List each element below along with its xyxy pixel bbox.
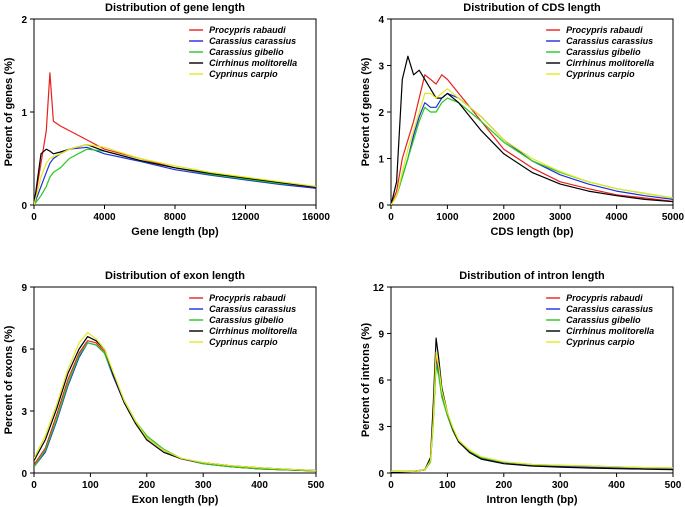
legend-entry: Carassius gibelio — [209, 47, 284, 57]
y-axis-label: Percent of genes (%) — [3, 57, 15, 166]
chart-title: Distribution of intron length — [459, 270, 605, 282]
y-tick-label: 3 — [21, 407, 27, 418]
x-tick-label: 0 — [388, 212, 394, 223]
x-tick-label: 400 — [608, 480, 625, 491]
x-tick-label: 2000 — [493, 212, 516, 223]
series-line-carassius-carassius — [391, 92, 673, 205]
x-tick-label: 300 — [552, 480, 569, 491]
x-axis-label: CDS length (bp) — [490, 226, 573, 238]
series-line-procypris-rabaudi — [391, 74, 673, 205]
y-tick-label: 0 — [21, 201, 27, 212]
chart-title: Distribution of CDS length — [463, 2, 601, 14]
series-line-procypris-rabaudi — [34, 72, 316, 205]
x-axis-label: Exon length (bp) — [132, 494, 219, 506]
y-tick-label: 3 — [378, 423, 384, 434]
series-line-cirrhinus-molitorella — [391, 55, 673, 205]
x-tick-label: 0 — [31, 480, 37, 491]
legend-entry: Cirrhinus molitorella — [566, 58, 654, 68]
x-tick-label: 12000 — [232, 212, 260, 223]
y-tick-label: 2 — [378, 108, 384, 119]
x-tick-label: 0 — [388, 480, 394, 491]
y-tick-label: 12 — [373, 283, 385, 294]
legend-entry: Cyprinus carpio — [209, 69, 278, 79]
y-tick-label: 2 — [21, 15, 27, 26]
series-line-carassius-carassius — [34, 146, 316, 205]
series-line-cyprinus-carpio — [391, 351, 673, 472]
legend-entry: Carassius carassius — [209, 36, 296, 46]
legend-entry: Carassius gibelio — [566, 315, 641, 325]
series-line-carassius-gibelio — [34, 148, 316, 205]
chart-panel-4: Distribution of intron length 0 100 200 300 4… — [360, 270, 682, 506]
x-tick-label: 0 — [31, 212, 37, 223]
series-line-cirrhinus-molitorella — [34, 336, 316, 472]
chart-title: Distribution of gene length — [105, 2, 245, 14]
y-axis-label: Percent of genes (%) — [360, 57, 372, 166]
x-tick-label: 3000 — [549, 212, 572, 223]
y-tick-label: 4 — [378, 15, 384, 26]
x-tick-label: 100 — [439, 480, 456, 491]
x-tick-label: 300 — [195, 480, 212, 491]
y-tick-label: 6 — [21, 345, 27, 356]
y-tick-label: 0 — [378, 201, 384, 212]
x-tick-label: 16000 — [302, 212, 330, 223]
x-tick-label: 100 — [82, 480, 99, 491]
y-tick-label: 3 — [378, 62, 384, 73]
y-tick-label: 0 — [21, 469, 27, 480]
legend-entry: Cirrhinus molitorella — [566, 326, 654, 336]
series-line-carassius-gibelio — [34, 342, 316, 472]
x-tick-label: 1000 — [436, 212, 459, 223]
chart-title: Distribution of exon length — [105, 270, 245, 282]
legend-entry: Procypris rabaudi — [209, 293, 286, 303]
y-tick-label: 9 — [21, 283, 27, 294]
series-line-cyprinus-carpio — [391, 88, 673, 205]
y-tick-label: 9 — [378, 330, 384, 341]
x-tick-label: 4000 — [605, 212, 628, 223]
legend-entry: Carassius gibelio — [209, 315, 284, 325]
x-tick-label: 200 — [138, 480, 155, 491]
series-line-cyprinus-carpio — [34, 144, 316, 205]
x-axis-label: Intron length (bp) — [486, 494, 577, 506]
series-line-cirrhinus-molitorella — [34, 144, 316, 205]
legend-entry: Cirrhinus molitorella — [209, 326, 297, 336]
legend-entry: Cyprinus carpio — [209, 337, 278, 347]
legend-entry: Carassius carassius — [566, 304, 653, 314]
legend-entry: Cyprinus carpio — [566, 69, 635, 79]
x-tick-label: 200 — [495, 480, 512, 491]
x-tick-label: 500 — [308, 480, 325, 491]
legend-entry: Cyprinus carpio — [566, 337, 635, 347]
y-tick-label: 6 — [378, 376, 384, 387]
x-tick-label: 4000 — [93, 212, 116, 223]
legend-entry: Procypris rabaudi — [566, 293, 643, 303]
x-tick-label: 500 — [665, 480, 682, 491]
x-tick-label: 400 — [251, 480, 268, 491]
y-tick-label: 1 — [21, 108, 27, 119]
y-axis-label: Percent of introns (%) — [360, 323, 372, 438]
y-axis-label: Percent of exons (%) — [3, 325, 15, 434]
series-line-carassius-gibelio — [391, 97, 673, 205]
x-tick-label: 5000 — [662, 212, 685, 223]
legend-entry: Cirrhinus molitorella — [209, 58, 297, 68]
legend-entry: Procypris rabaudi — [209, 25, 286, 35]
chart-panel-3: Distribution of exon length 0 100 200 300 400… — [3, 270, 325, 506]
chart-panel-1: Distribution of gene length 0 4000 8000 1200… — [3, 2, 330, 238]
legend-entry: Carassius carassius — [566, 36, 653, 46]
y-tick-label: 0 — [378, 469, 384, 480]
x-tick-label: 8000 — [164, 212, 187, 223]
legend-entry: Carassius gibelio — [566, 47, 641, 57]
x-axis-label: Gene length (bp) — [131, 226, 219, 238]
y-tick-label: 1 — [378, 155, 384, 166]
legend-entry: Carassius carassius — [209, 304, 296, 314]
series-line-procypris-rabaudi — [34, 340, 316, 472]
series-line-cyprinus-carpio — [34, 331, 316, 472]
plot-frame — [33, 286, 317, 474]
legend-entry: Procypris rabaudi — [566, 25, 643, 35]
chart-panel-2: Distribution of CDS length 0 1000 2000 3000 4… — [360, 2, 685, 238]
